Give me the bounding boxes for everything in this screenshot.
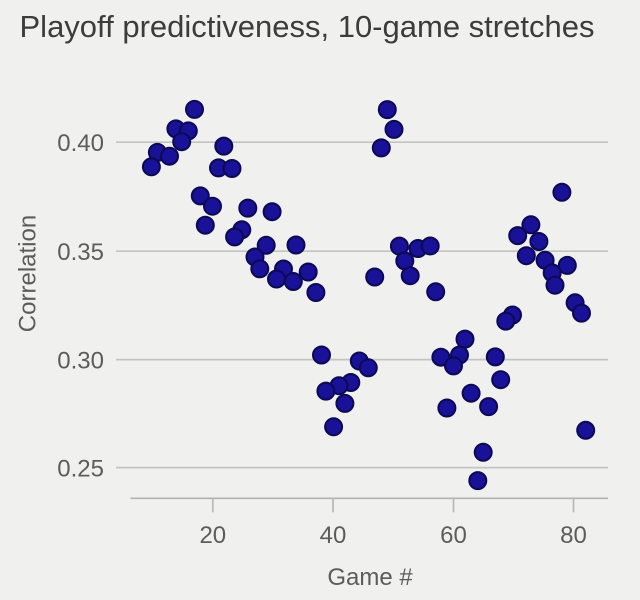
svg-text:80: 80 bbox=[560, 522, 587, 549]
svg-text:40: 40 bbox=[320, 522, 347, 549]
svg-text:60: 60 bbox=[440, 522, 467, 549]
svg-text:0.30: 0.30 bbox=[57, 348, 104, 375]
svg-text:Correlation: Correlation bbox=[15, 215, 42, 332]
svg-text:0.40: 0.40 bbox=[57, 130, 104, 157]
svg-text:0.25: 0.25 bbox=[57, 456, 104, 483]
svg-text:Game #: Game # bbox=[327, 564, 413, 591]
svg-text:20: 20 bbox=[199, 522, 226, 549]
svg-text:0.35: 0.35 bbox=[57, 239, 104, 266]
svg-text:Playoff predictiveness, 10-gam: Playoff predictiveness, 10-game stretche… bbox=[20, 9, 595, 44]
